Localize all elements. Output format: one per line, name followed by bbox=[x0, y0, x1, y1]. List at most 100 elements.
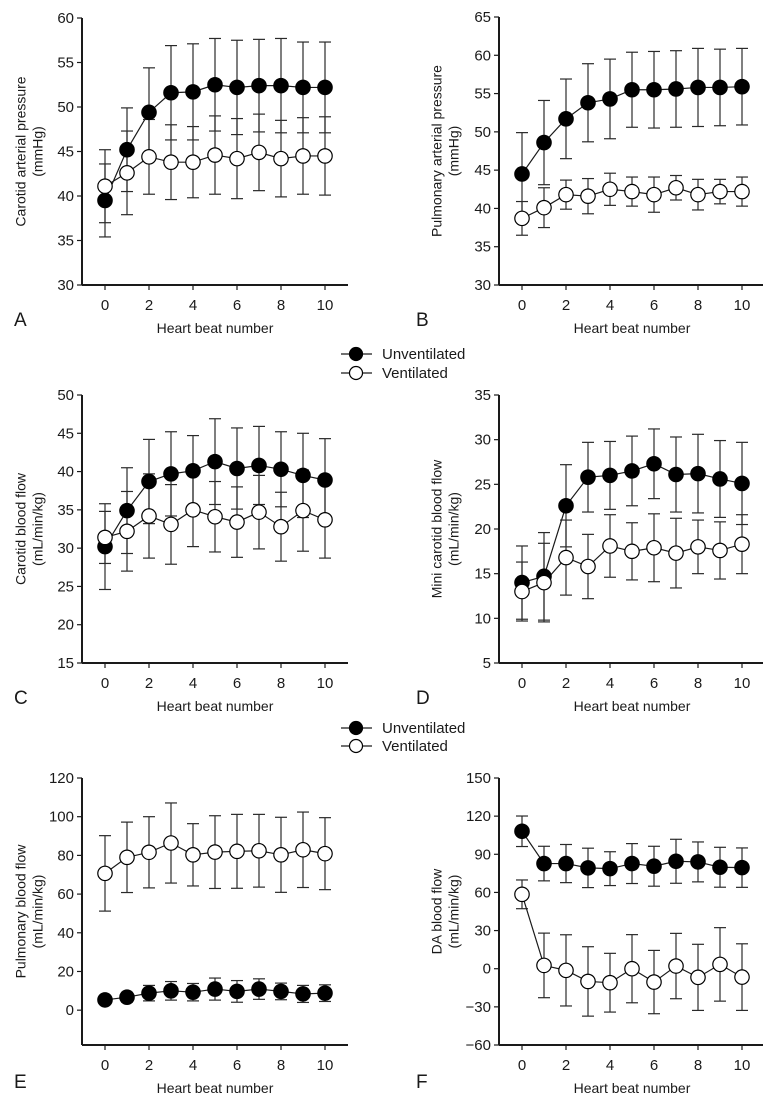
data-point bbox=[514, 166, 530, 182]
panel-e: 0 20 40 60 80 100 120 0 2 4 6 8 10 Heart beat number P… bbox=[13, 770, 348, 1096]
y-tick-label: 30 bbox=[474, 923, 491, 940]
data-point bbox=[295, 467, 311, 484]
data-point bbox=[536, 134, 552, 151]
data-point bbox=[119, 989, 135, 1006]
x-tick-label: 2 bbox=[145, 1057, 153, 1074]
data-point bbox=[734, 969, 750, 985]
y-axis-label: (mL/min/kg) bbox=[30, 875, 46, 949]
data-point bbox=[668, 466, 684, 483]
data-point bbox=[273, 847, 289, 863]
data-point bbox=[734, 78, 750, 95]
data-point bbox=[317, 472, 333, 488]
y-tick-label: 55 bbox=[57, 55, 74, 72]
data-point bbox=[712, 956, 728, 973]
legend-label-unventilated: Unventilated bbox=[382, 720, 465, 737]
data-point bbox=[251, 981, 267, 997]
legend-label-unventilated: Unventilated bbox=[382, 346, 465, 363]
data-point bbox=[163, 84, 179, 101]
legend-marker-unventilated bbox=[348, 346, 364, 362]
data-point bbox=[536, 855, 552, 872]
y-tick-label: 80 bbox=[57, 847, 74, 864]
data-point bbox=[602, 467, 618, 484]
data-point bbox=[734, 536, 750, 552]
markers-unventilated bbox=[97, 76, 333, 209]
legend-marker-unventilated bbox=[348, 720, 364, 736]
x-axis-label: Heart beat number bbox=[574, 698, 691, 714]
data-point bbox=[97, 992, 113, 1008]
data-point bbox=[624, 81, 640, 98]
markers-ventilated bbox=[514, 536, 750, 600]
y-tick-label: 100 bbox=[49, 809, 74, 826]
data-point bbox=[734, 183, 750, 200]
data-point bbox=[668, 958, 684, 974]
x-tick-label: 0 bbox=[518, 1057, 526, 1074]
data-point bbox=[185, 984, 201, 1000]
y-tick-label: 60 bbox=[57, 886, 74, 903]
data-point bbox=[624, 960, 640, 977]
y-tick-label: 30 bbox=[57, 277, 74, 294]
data-point bbox=[558, 962, 574, 979]
x-tick-label: 2 bbox=[562, 297, 570, 314]
data-point bbox=[97, 865, 113, 882]
y-tick-label: 30 bbox=[57, 540, 74, 557]
markers-ventilated bbox=[97, 144, 333, 195]
y-tick-label: 40 bbox=[57, 464, 74, 481]
data-point bbox=[690, 465, 706, 482]
data-point bbox=[251, 77, 267, 94]
data-point bbox=[580, 469, 596, 485]
data-point bbox=[295, 841, 311, 858]
panel-label: F bbox=[416, 1072, 428, 1093]
data-point bbox=[624, 855, 640, 872]
data-point bbox=[712, 471, 728, 487]
panel-d: 5 10 15 20 25 30 35 0 2 4 6 8 10 Heart beat number Min… bbox=[416, 387, 763, 714]
data-point bbox=[514, 886, 530, 903]
data-point bbox=[317, 512, 333, 528]
y-tick-label: 25 bbox=[57, 578, 74, 595]
x-tick-label: 4 bbox=[606, 675, 614, 692]
data-point bbox=[602, 974, 618, 991]
x-tick-label: 0 bbox=[101, 297, 109, 314]
y-tick-label: 50 bbox=[57, 99, 74, 116]
data-point bbox=[163, 835, 179, 851]
data-point bbox=[558, 855, 574, 872]
x-tick-label: 10 bbox=[734, 297, 751, 314]
series-ventilated bbox=[516, 513, 748, 623]
data-point bbox=[97, 529, 113, 546]
y-tick-label: 20 bbox=[57, 617, 74, 634]
y-axis-label: (mL/min/kg) bbox=[446, 492, 462, 566]
x-tick-label: 2 bbox=[562, 1057, 570, 1074]
x-tick-label: 10 bbox=[734, 675, 751, 692]
x-tick-label: 4 bbox=[606, 1057, 614, 1074]
data-point bbox=[712, 542, 728, 559]
y-tick-label: 15 bbox=[474, 566, 491, 583]
y-tick-label: 60 bbox=[474, 884, 491, 901]
data-point bbox=[317, 79, 333, 96]
y-tick-label: 35 bbox=[474, 387, 491, 404]
markers-ventilated bbox=[514, 179, 750, 227]
y-tick-label: 35 bbox=[57, 502, 74, 519]
x-tick-label: 0 bbox=[101, 675, 109, 692]
y-tick-label: 120 bbox=[49, 770, 74, 787]
y-axis-label: (mL/min/kg) bbox=[30, 492, 46, 566]
data-point bbox=[295, 148, 311, 164]
x-tick-label: 8 bbox=[277, 675, 285, 692]
x-tick-label: 8 bbox=[694, 1057, 702, 1074]
x-tick-label: 6 bbox=[233, 675, 241, 692]
data-point bbox=[207, 844, 223, 860]
data-point bbox=[624, 543, 640, 560]
data-point bbox=[580, 973, 596, 990]
markers-ventilated bbox=[97, 502, 333, 546]
x-tick-label: 2 bbox=[562, 675, 570, 692]
data-point bbox=[712, 183, 728, 200]
x-tick-label: 6 bbox=[233, 1057, 241, 1074]
x-tick-label: 10 bbox=[317, 675, 334, 692]
data-point bbox=[514, 583, 530, 600]
data-point bbox=[624, 183, 640, 200]
y-tick-label: 60 bbox=[474, 47, 491, 64]
data-point bbox=[624, 463, 640, 479]
data-point bbox=[229, 150, 245, 167]
y-tick-label: 50 bbox=[474, 124, 491, 141]
data-point bbox=[536, 574, 552, 591]
data-point bbox=[207, 76, 223, 93]
y-tick-label: 10 bbox=[474, 610, 491, 627]
